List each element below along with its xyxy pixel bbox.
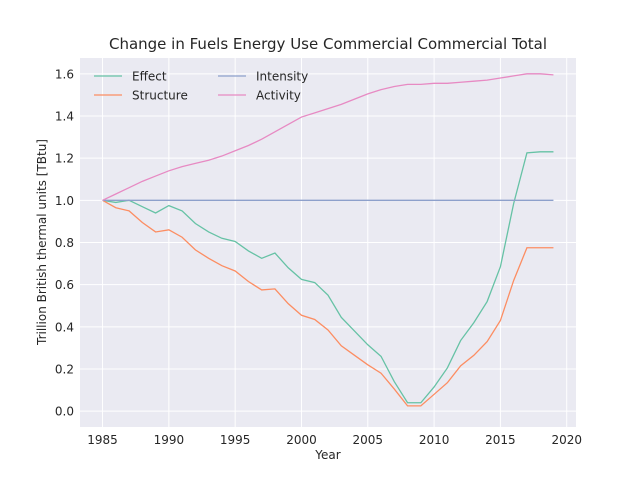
chart-title: Change in Fuels Energy Use Commercial Co… [109,35,547,53]
x-tick-label: 2015 [485,433,516,447]
series-line-activity [102,73,554,201]
y-tick-label: 0.6 [55,278,74,292]
legend: Effect Intensity Structure Activity [94,70,308,103]
y-tick-label: 1.6 [55,67,74,81]
legend-label-structure: Structure [132,89,188,103]
tick-labels: 1985 1990 1995 2000 2005 2010 2015 2020 0.0 0.2 0.… [55,67,582,447]
y-tick-label: 1.4 [55,109,74,123]
y-tick-label: 0.2 [55,363,74,377]
x-tick-label: 2000 [286,433,317,447]
x-tick-label: 1985 [87,433,118,447]
series-lines [102,73,554,407]
y-tick-label: 0.8 [55,236,74,250]
x-tick-label: 1990 [154,433,185,447]
x-axis-label: Year [314,448,340,462]
y-tick-label: 1.2 [55,152,74,166]
x-tick-label: 2020 [551,433,582,447]
legend-label-intensity: Intensity [256,70,308,84]
y-tick-label: 1.0 [55,194,74,208]
y-tick-label: 0.4 [55,320,74,334]
x-tick-label: 2010 [419,433,450,447]
grid [80,58,576,427]
legend-label-effect: Effect [132,70,167,84]
y-tick-label: 0.0 [55,405,74,419]
x-tick-label: 2005 [353,433,384,447]
legend-label-activity: Activity [256,89,301,103]
series-line-structure [102,199,554,407]
x-tick-label: 1995 [220,433,251,447]
y-axis-label: Trillion British thermal units [TBtu] [35,139,49,346]
series-line-effect [102,151,554,404]
